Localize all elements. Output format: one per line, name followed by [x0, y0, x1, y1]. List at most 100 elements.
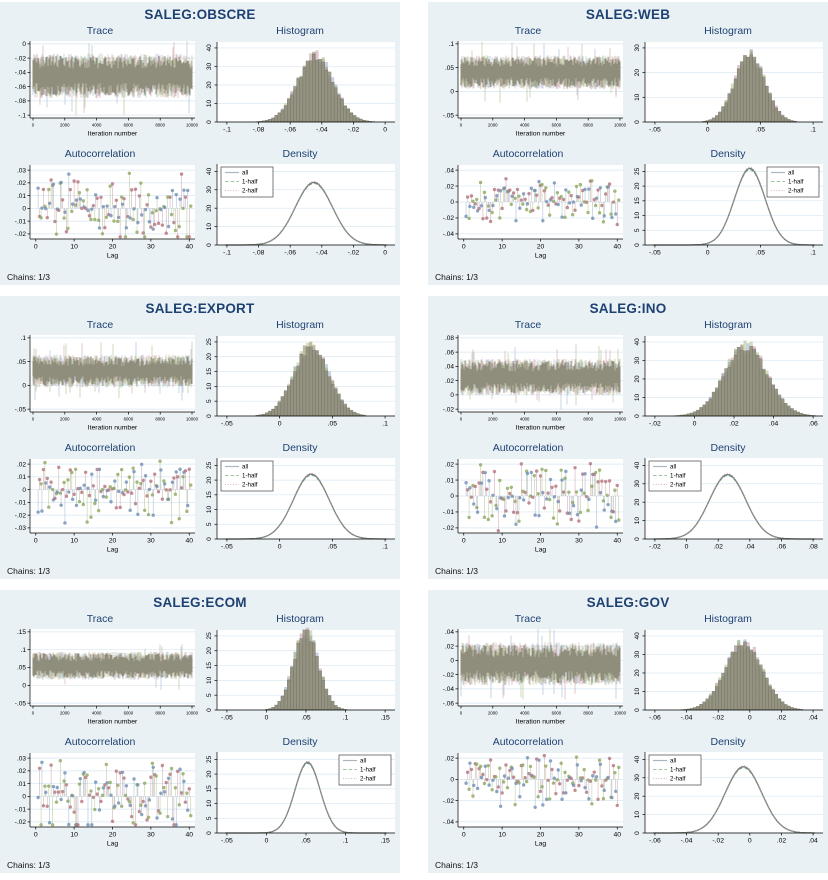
trace-quadrant: Trace 0 -.02 -.04 -.06 -.08 -.1 0 2000 4000 6000 80…: [0, 25, 200, 148]
svg-text:40: 40: [634, 755, 641, 763]
svg-text:10: 10: [206, 676, 213, 684]
svg-text:Lag: Lag: [535, 841, 547, 848]
svg-text:0: 0: [450, 493, 454, 500]
trace-plot: .08 .06 .04 .02 0 -.02 0 2000 4000 6000 8000 10000 I…: [443, 335, 627, 432]
svg-text:-.05: -.05: [15, 406, 27, 413]
svg-text:.05: .05: [445, 65, 454, 72]
chains-note: Chains: 1/3: [435, 566, 478, 576]
svg-text:40: 40: [206, 44, 213, 52]
svg-text:0: 0: [32, 417, 35, 422]
svg-text:all: all: [788, 170, 794, 177]
svg-text:8000: 8000: [583, 123, 593, 128]
svg-text:.05: .05: [301, 838, 311, 845]
svg-text:20: 20: [634, 792, 641, 800]
autocorrelation-plot: .02 0 -.02 -.04 0 10 20 30 40 Lag: [443, 753, 623, 848]
svg-text:Lag: Lag: [107, 253, 119, 260]
svg-text:.04: .04: [808, 715, 818, 722]
svg-text:25: 25: [634, 167, 641, 175]
svg-text:.1: .1: [810, 250, 816, 257]
svg-text:-.06: -.06: [443, 700, 455, 707]
trace-plot: .1 .05 0 -.05 0 2000 4000 6000 8000 10000 Iteratio…: [443, 41, 627, 138]
svg-text:0: 0: [685, 544, 689, 551]
histogram-quadrant: Histogram 0 10 20 30 -.05 0 .05 .1: [628, 25, 828, 148]
svg-text:0: 0: [460, 123, 463, 128]
svg-text:.05: .05: [17, 665, 26, 672]
histogram-title: Histogram: [276, 319, 324, 331]
histogram-plot: 0 10 20 30 40 -.02 0 .02 .04 .06: [634, 336, 823, 428]
svg-text:8000: 8000: [155, 711, 165, 716]
svg-text:.03: .03: [17, 167, 26, 174]
svg-text:.02: .02: [17, 461, 26, 468]
svg-text:.1: .1: [21, 335, 27, 342]
svg-text:1-half: 1-half: [788, 179, 804, 186]
svg-text:-.02: -.02: [348, 250, 360, 257]
histogram-quadrant: Histogram 0 10 20 30 40 -.1 -.08 -.06 -.04 -.02 0: [200, 25, 400, 148]
svg-text:10: 10: [634, 687, 641, 695]
svg-text:40: 40: [185, 244, 193, 251]
svg-text:-.05: -.05: [649, 250, 661, 257]
svg-text:-.06: -.06: [284, 127, 296, 134]
svg-text:-.08: -.08: [15, 98, 27, 105]
autocorrelation-title: Autocorrelation: [492, 442, 564, 454]
svg-text:0: 0: [22, 683, 26, 690]
histogram-title: Histogram: [276, 613, 324, 625]
svg-text:10: 10: [634, 93, 641, 101]
svg-text:0: 0: [278, 544, 282, 551]
svg-text:20: 20: [206, 353, 213, 361]
density-plot: 0 5 10 15 20 25 -.05 0 .05 .1 .15 all 1-half 2-half: [206, 752, 395, 845]
svg-text:0: 0: [460, 417, 463, 422]
svg-text:.06: .06: [445, 349, 454, 356]
svg-text:.1: .1: [382, 544, 388, 551]
svg-text:-.03: -.03: [15, 525, 27, 532]
svg-text:20: 20: [537, 832, 545, 839]
svg-text:10000: 10000: [614, 711, 627, 716]
svg-text:6000: 6000: [552, 711, 562, 716]
panel-saleg-ino: SALEG:INO Trace .08.06.04.02 0 -.02 0 2000 4000…: [428, 296, 828, 579]
svg-text:6000: 6000: [552, 123, 562, 128]
svg-text:-.02: -.02: [443, 406, 455, 413]
svg-text:10: 10: [634, 517, 641, 525]
histogram-title: Histogram: [704, 319, 752, 331]
trace-quadrant: Trace .15 .1 .05 0 -.05 0 2000 4000 6000 8000 10000…: [0, 613, 200, 736]
svg-text:Lag: Lag: [535, 253, 547, 260]
density-plot: 0 10 20 30 40 -.1 -.08 -.06 -.04 -.02 0 all 1-half 2-…: [206, 164, 395, 257]
svg-text:0: 0: [34, 244, 38, 251]
svg-text:-.04: -.04: [681, 715, 693, 722]
autocorrelation-title: Autocorrelation: [64, 442, 136, 454]
svg-text:2-half: 2-half: [242, 188, 258, 195]
density-quadrant: Density 0 10 20 30 40 -.02 0 .02 .04 .06 .08 all 1-ha…: [628, 442, 828, 565]
density-plot: 0 5 10 15 20 25 -.05 0 .05 .1 all 1-half 2-half: [634, 164, 823, 257]
svg-text:30: 30: [147, 538, 155, 545]
svg-text:10000: 10000: [186, 711, 199, 716]
svg-text:.02: .02: [729, 421, 739, 428]
svg-text:2-half: 2-half: [788, 188, 804, 195]
svg-text:2000: 2000: [60, 123, 70, 128]
svg-text:10: 10: [206, 506, 213, 514]
svg-text:25: 25: [206, 461, 213, 469]
quadrant-grid: Trace .1.05 0 -.05 0 2000 4000 6000 8000 10000 Ite…: [0, 319, 400, 565]
svg-text:0: 0: [748, 715, 752, 722]
svg-text:20: 20: [206, 204, 213, 212]
svg-text:0: 0: [634, 120, 641, 124]
density-title: Density: [282, 442, 318, 454]
svg-text:0: 0: [634, 243, 641, 247]
svg-text:20: 20: [206, 81, 213, 89]
svg-text:.02: .02: [445, 755, 454, 762]
svg-text:10: 10: [498, 538, 506, 545]
histogram-quadrant: Histogram 0 10 20 30 40 -.02 0 .02 .04 .06: [628, 319, 828, 442]
quadrant-grid: Trace .04.02 0 -.02 -.04 -.06 0 2000 4000 6000 800…: [428, 613, 828, 859]
svg-text:10: 10: [206, 800, 213, 808]
svg-text:.06: .06: [808, 421, 818, 428]
svg-text:.02: .02: [445, 461, 454, 468]
svg-text:0: 0: [206, 537, 213, 541]
density-legend: all 1-half 2-half: [220, 166, 274, 198]
density-title: Density: [710, 148, 746, 160]
svg-text:-.05: -.05: [221, 544, 233, 551]
svg-text:30: 30: [634, 650, 641, 658]
svg-text:all: all: [242, 464, 248, 471]
svg-text:-.02: -.02: [649, 421, 661, 428]
svg-text:-.02: -.02: [443, 525, 455, 532]
svg-text:30: 30: [634, 356, 641, 364]
svg-text:6000: 6000: [552, 417, 562, 422]
